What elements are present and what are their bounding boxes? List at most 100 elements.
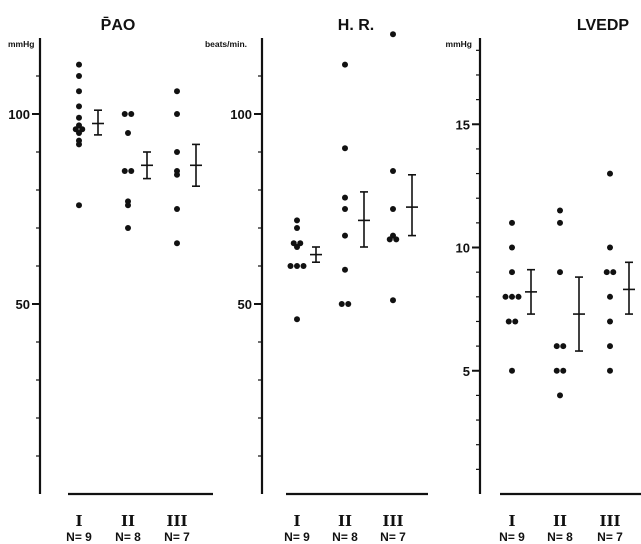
group-1: IN= 9 (66, 61, 104, 544)
data-point (76, 103, 82, 110)
y-tick-label: 100 (230, 107, 252, 122)
data-point (121, 111, 128, 117)
data-point (390, 206, 396, 212)
group-n-label: N= 8 (332, 530, 358, 544)
data-point (125, 130, 131, 136)
data-point (128, 168, 135, 174)
panel-title: H. R. (338, 17, 374, 34)
data-point (342, 232, 348, 239)
data-point (76, 141, 82, 148)
data-point (76, 114, 82, 121)
data-point (76, 88, 82, 95)
data-point (342, 194, 348, 201)
data-point (607, 343, 613, 350)
data-point (557, 207, 563, 214)
data-point (553, 367, 560, 374)
data-point (560, 343, 567, 350)
data-point (294, 217, 300, 224)
data-point (610, 269, 617, 276)
group-1: IN= 9 (499, 219, 537, 544)
group-label: II (553, 512, 567, 530)
data-point (607, 170, 613, 177)
data-point (509, 367, 515, 374)
group-2: IIN= 8 (115, 111, 153, 544)
data-point (300, 263, 307, 269)
group-n-label: N= 9 (499, 530, 525, 544)
data-point (342, 61, 348, 68)
group-2: IIN= 8 (547, 207, 585, 544)
group-label: II (338, 512, 352, 530)
data-point (607, 244, 613, 251)
group-n-label: N= 7 (164, 530, 190, 544)
data-point (386, 236, 393, 243)
data-point (505, 318, 512, 325)
group-n-label: N= 8 (115, 530, 141, 544)
data-point (342, 145, 348, 152)
data-point (502, 293, 509, 300)
data-point (509, 244, 515, 251)
data-point (607, 367, 613, 374)
group-label: I (508, 512, 515, 530)
data-point (287, 263, 294, 269)
y-tick-label: 15 (456, 117, 470, 132)
data-point (76, 130, 82, 136)
data-point (560, 367, 567, 374)
data-point (515, 293, 522, 300)
group-n-label: N= 8 (547, 530, 573, 544)
y-axis-unit: beats/min. (205, 39, 247, 49)
y-tick-label: 10 (456, 241, 470, 256)
data-point (76, 61, 82, 68)
data-point (294, 244, 300, 250)
data-point (557, 219, 563, 226)
data-point (174, 171, 180, 178)
group-label: III (382, 512, 403, 530)
group-n-label: N= 9 (284, 530, 310, 544)
data-point (76, 202, 82, 209)
group-1: IN= 9 (284, 217, 322, 544)
data-point (76, 73, 82, 79)
y-tick-label: 100 (8, 107, 30, 122)
data-point (557, 392, 563, 399)
data-point (607, 293, 613, 300)
data-point (393, 236, 400, 243)
data-point (509, 293, 515, 300)
data-point (512, 318, 519, 325)
data-point (557, 269, 563, 276)
data-point (553, 343, 560, 350)
data-point (174, 88, 180, 95)
y-axis-unit: mmHg (446, 39, 472, 49)
data-point (128, 111, 135, 117)
group-label: I (75, 512, 82, 530)
data-point (294, 316, 300, 323)
data-point (125, 225, 131, 231)
data-point (509, 219, 515, 226)
panel-title: LVEDP (577, 17, 629, 34)
group-n-label: N= 7 (597, 530, 623, 544)
data-point (338, 301, 345, 307)
data-point (121, 168, 128, 174)
group-n-label: N= 7 (380, 530, 406, 544)
data-point (607, 318, 613, 325)
data-point (174, 206, 180, 212)
data-point (342, 206, 348, 212)
data-point (294, 263, 300, 269)
group-label: III (599, 512, 620, 530)
y-tick-label: 50 (16, 297, 30, 312)
data-point (390, 168, 396, 174)
data-point (342, 266, 348, 273)
data-point (294, 225, 300, 231)
data-point (390, 31, 396, 38)
y-tick-label: 50 (238, 297, 252, 312)
data-point (345, 301, 352, 307)
data-point (174, 240, 180, 247)
data-point (174, 149, 180, 155)
group-label: II (121, 512, 135, 530)
y-axis-unit: mmHg (8, 39, 34, 49)
